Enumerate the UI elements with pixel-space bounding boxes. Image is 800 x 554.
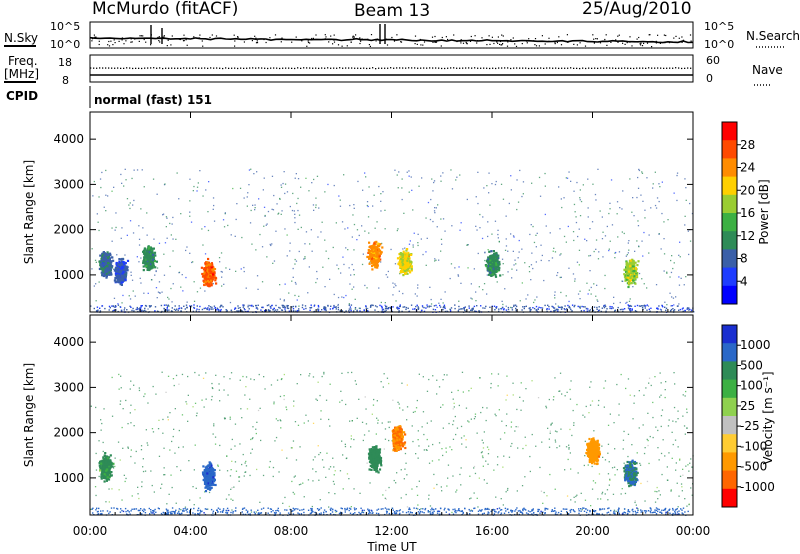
colorbar-swatch xyxy=(722,434,737,453)
x-tick-label: 20:00 xyxy=(575,524,610,538)
colorbar-tick-label: 4 xyxy=(740,274,748,288)
colorbar-swatch xyxy=(722,488,737,508)
nsky-trace xyxy=(89,24,694,48)
colorbar-swatch xyxy=(722,379,737,399)
freq-tick-bottom: 8 xyxy=(62,74,69,87)
colorbar-tick-label: 25 xyxy=(740,399,755,413)
colorbar-swatch xyxy=(722,194,737,214)
power-panel: 1000 2000 3000 4000 Slant Range [km] 28 24 20… xyxy=(22,111,771,313)
colorbar-tick-label: 8 xyxy=(740,252,748,266)
velocity-panel: 1000 2000 3000 4000 Slant Range [km] 1000 50… xyxy=(22,314,775,516)
colorbar-swatch xyxy=(722,158,737,178)
colorbar-swatch xyxy=(722,176,737,196)
colorbar-tick-label: 1000 xyxy=(740,338,771,352)
beam-title: Beam 13 xyxy=(354,1,430,21)
colorbar-swatch xyxy=(722,361,737,381)
nave-tick-top: 60 xyxy=(706,54,720,67)
y-tick-label: 2000 xyxy=(53,426,84,440)
colorbar-swatch xyxy=(722,249,737,269)
colorbar-tick-label: 24 xyxy=(740,161,755,175)
x-tick-label: 00:00 xyxy=(73,524,108,538)
nsky-panel-frame xyxy=(89,21,694,49)
colorbar-tick-label: 28 xyxy=(740,138,755,152)
colorbar-swatch xyxy=(722,452,737,472)
nsky-tick-top: 10^5 xyxy=(50,20,80,33)
colorbar-tick-label: 20 xyxy=(740,183,755,197)
freq-tick-top: 18 xyxy=(58,56,72,69)
power-panel-frame xyxy=(89,111,694,313)
nsearch-label: N.Search xyxy=(746,29,800,43)
nsky-label: N.Sky xyxy=(4,31,38,45)
velocity-colorbar: 1000 500 100 25 -25 -100 -500 -1000 xyxy=(721,324,775,508)
freq-unit-label: [MHz] xyxy=(4,67,39,81)
nave-label: Nave xyxy=(752,63,783,77)
colorbar-swatch xyxy=(722,416,737,435)
velocity-axes: 1000 2000 3000 4000 xyxy=(53,315,694,515)
colorbar-swatch xyxy=(722,140,737,159)
cpid-value: normal (fast) 151 xyxy=(94,93,212,107)
y-tick-label: 1000 xyxy=(53,268,84,282)
colorbar-swatch xyxy=(722,213,737,232)
power-axes: 1000 2000 3000 4000 xyxy=(53,112,694,312)
colorbar-swatch xyxy=(722,231,737,250)
colorbar-tick-label: 12 xyxy=(740,229,755,243)
colorbar-swatch xyxy=(722,397,737,417)
velocity-data-layer xyxy=(90,371,694,516)
nsky-tick-bottom: 10^0 xyxy=(50,38,80,51)
colorbar-tick-label: -500 xyxy=(740,460,767,474)
freq-label: Freq. xyxy=(8,54,38,68)
y-tick-label: 1000 xyxy=(53,471,84,485)
x-tick-labels: 00:00 04:00 08:00 12:00 16:00 20:00 00:00 xyxy=(73,524,711,538)
date-title: 25/Aug/2010 xyxy=(582,0,692,19)
y-tick-label: 4000 xyxy=(53,335,84,349)
colorbar-swatch xyxy=(722,285,737,305)
x-tick-label: 12:00 xyxy=(374,524,409,538)
power-ylabel: Slant Range [km] xyxy=(22,160,36,264)
colorbar-tick-label: 100 xyxy=(740,379,763,393)
cpid-label: CPID xyxy=(6,89,38,103)
nsearch-tick-bottom: 10^0 xyxy=(704,38,734,51)
colorbar-swatch xyxy=(722,325,737,344)
colorbar-swatch xyxy=(722,343,737,362)
velocity-ylabel: Slant Range [km] xyxy=(22,363,36,467)
power-data-layer xyxy=(90,168,695,313)
colorbar-swatch xyxy=(722,470,737,490)
y-tick-label: 3000 xyxy=(53,177,84,191)
y-tick-label: 2000 xyxy=(53,223,84,237)
station-title: McMurdo (fitACF) xyxy=(92,0,238,19)
colorbar-tick-label: -100 xyxy=(740,439,767,453)
colorbar-tick-label: -1000 xyxy=(740,480,775,494)
power-colorbar-label: Power [dB] xyxy=(757,179,771,244)
freq-trace xyxy=(90,67,693,76)
velocity-panel-frame xyxy=(89,314,694,516)
x-tick-label: 08:00 xyxy=(274,524,309,538)
x-axis-label: Time UT xyxy=(366,540,417,554)
colorbar-swatch xyxy=(722,267,737,287)
power-colorbar: 28 24 20 16 12 8 4 xyxy=(721,121,755,305)
colorbar-tick-label: 500 xyxy=(740,358,763,372)
velocity-colorbar-label: Velocity [m s⁻¹] xyxy=(761,371,775,464)
colorbar-tick-label: 16 xyxy=(740,206,755,220)
colorbar-tick-label: -25 xyxy=(740,419,760,433)
y-tick-label: 3000 xyxy=(53,380,84,394)
nave-tick-bottom: 0 xyxy=(706,72,713,85)
nsearch-tick-top: 10^5 xyxy=(704,20,734,33)
y-tick-label: 4000 xyxy=(53,132,84,146)
x-tick-label: 00:00 xyxy=(676,524,711,538)
x-tick-label: 04:00 xyxy=(173,524,208,538)
x-tick-label: 16:00 xyxy=(475,524,510,538)
colorbar-swatch xyxy=(722,122,737,141)
